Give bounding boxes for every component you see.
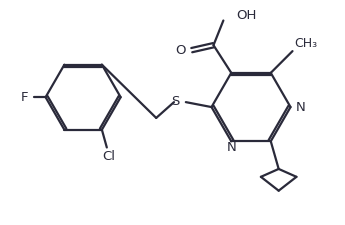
Text: OH: OH bbox=[236, 9, 257, 22]
Text: Cl: Cl bbox=[102, 150, 115, 163]
Text: CH₃: CH₃ bbox=[295, 37, 318, 50]
Text: N: N bbox=[295, 101, 305, 114]
Text: F: F bbox=[20, 91, 28, 104]
Text: N: N bbox=[226, 141, 236, 154]
Text: O: O bbox=[175, 44, 186, 57]
Text: S: S bbox=[171, 95, 180, 108]
